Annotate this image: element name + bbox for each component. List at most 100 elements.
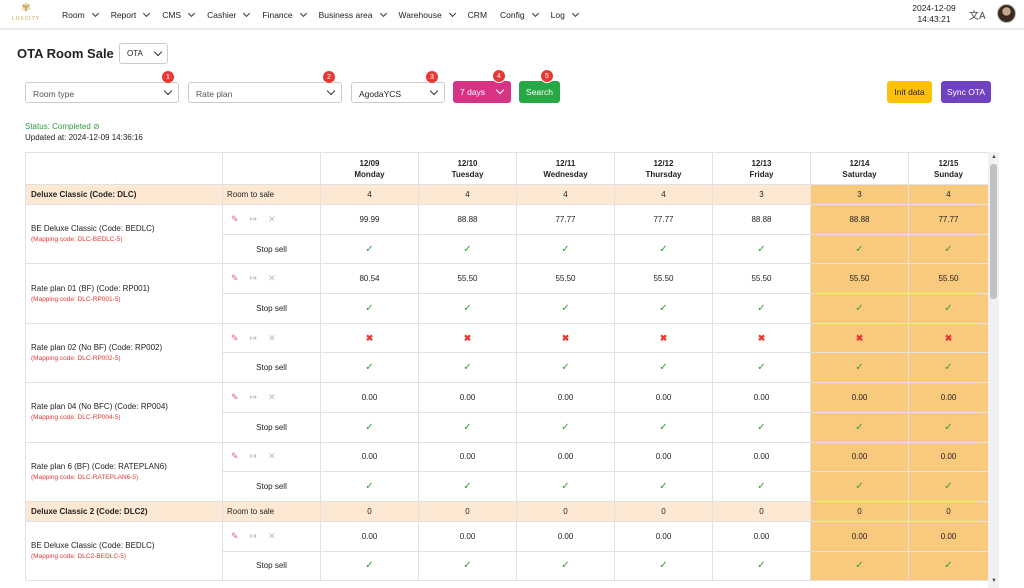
stop-sell-cell[interactable]: ✓ <box>810 411 909 443</box>
stop-sell-cell[interactable]: ✓ <box>418 411 517 443</box>
close-icon[interactable]: ✕ <box>268 391 276 402</box>
room-to-sale-cell[interactable]: 4 <box>320 184 419 205</box>
edit-icon[interactable]: ✎ <box>231 530 239 541</box>
room-to-sale-cell[interactable]: 0 <box>810 500 909 522</box>
stop-sell-cell[interactable]: ✓ <box>712 550 811 582</box>
stop-sell-cell[interactable]: ✓ <box>320 411 419 443</box>
room-to-sale-cell[interactable]: 0 <box>908 500 988 522</box>
stop-sell-cell[interactable]: ✓ <box>810 293 909 324</box>
close-icon[interactable]: ✕ <box>268 273 276 284</box>
price-cell[interactable]: 88.88 <box>712 204 811 235</box>
stop-sell-cell[interactable]: ✓ <box>614 233 713 265</box>
price-cell[interactable]: 0.00 <box>908 441 988 473</box>
translate-icon[interactable]: 文A <box>969 11 986 22</box>
export-icon[interactable]: ↦ <box>249 273 258 284</box>
edit-icon[interactable]: ✎ <box>231 391 239 402</box>
stop-sell-cell[interactable]: ✓ <box>712 352 811 384</box>
price-unavailable-cell[interactable]: ✖ <box>810 322 909 354</box>
stop-sell-cell[interactable]: ✓ <box>516 471 615 502</box>
stop-sell-cell[interactable]: ✓ <box>614 471 713 502</box>
user-avatar[interactable] <box>997 4 1016 23</box>
stop-sell-cell[interactable]: ✓ <box>810 471 909 502</box>
export-icon[interactable]: ↦ <box>249 391 258 402</box>
price-unavailable-cell[interactable]: ✖ <box>418 322 517 354</box>
grid-scrollbar[interactable]: ▲ ▼ <box>988 152 999 588</box>
stop-sell-cell[interactable]: ✓ <box>614 293 713 324</box>
stop-sell-cell[interactable]: ✓ <box>908 411 988 443</box>
stop-sell-cell[interactable]: ✓ <box>320 233 419 265</box>
stop-sell-cell[interactable]: ✓ <box>810 233 909 265</box>
stop-sell-cell[interactable]: ✓ <box>712 293 811 324</box>
room-to-sale-cell[interactable]: 0 <box>712 500 811 522</box>
stop-sell-cell[interactable]: ✓ <box>908 352 988 384</box>
price-cell[interactable]: 88.88 <box>418 204 517 235</box>
price-unavailable-cell[interactable]: ✖ <box>516 322 615 354</box>
price-cell[interactable]: 0.00 <box>320 382 419 413</box>
stop-sell-cell[interactable]: ✓ <box>516 411 615 443</box>
export-icon[interactable]: ↦ <box>249 213 258 224</box>
room-type-select[interactable]: Room type <box>25 82 179 103</box>
stop-sell-cell[interactable]: ✓ <box>418 352 517 384</box>
room-to-sale-cell[interactable]: 4 <box>614 184 713 205</box>
price-cell[interactable]: 0.00 <box>810 520 909 552</box>
stop-sell-cell[interactable]: ✓ <box>418 471 517 502</box>
edit-icon[interactable]: ✎ <box>231 332 239 343</box>
room-to-sale-cell[interactable]: 0 <box>320 500 419 522</box>
price-cell[interactable]: 0.00 <box>810 441 909 473</box>
stop-sell-cell[interactable]: ✓ <box>614 352 713 384</box>
export-icon[interactable]: ↦ <box>249 332 258 343</box>
menu-item-log[interactable]: Log <box>551 9 579 20</box>
price-cell[interactable]: 0.00 <box>320 441 419 473</box>
price-cell[interactable]: 77.77 <box>516 204 615 235</box>
stop-sell-cell[interactable]: ✓ <box>908 293 988 324</box>
price-cell[interactable]: 0.00 <box>516 382 615 413</box>
stop-sell-cell[interactable]: ✓ <box>418 233 517 265</box>
price-cell[interactable]: 0.00 <box>418 441 517 473</box>
edit-icon[interactable]: ✎ <box>231 273 239 284</box>
stop-sell-cell[interactable]: ✓ <box>908 233 988 265</box>
price-unavailable-cell[interactable]: ✖ <box>908 322 988 354</box>
stop-sell-cell[interactable]: ✓ <box>516 233 615 265</box>
price-cell[interactable]: 0.00 <box>810 382 909 413</box>
room-to-sale-cell[interactable]: 4 <box>418 184 517 205</box>
price-cell[interactable]: 0.00 <box>614 520 713 552</box>
menu-item-report[interactable]: Report <box>111 9 151 20</box>
stop-sell-cell[interactable]: ✓ <box>712 471 811 502</box>
stop-sell-cell[interactable]: ✓ <box>516 352 615 384</box>
stop-sell-cell[interactable]: ✓ <box>712 233 811 265</box>
price-cell[interactable]: 55.50 <box>614 263 713 295</box>
menu-item-finance[interactable]: Finance <box>262 9 307 20</box>
ota-select[interactable]: OTA <box>119 43 168 64</box>
price-cell[interactable]: 0.00 <box>908 382 988 413</box>
menu-item-config[interactable]: Config <box>500 9 539 20</box>
menu-item-business-area[interactable]: Business area <box>319 9 387 20</box>
scrollbar-thumb[interactable] <box>990 164 997 299</box>
price-cell[interactable]: 0.00 <box>418 382 517 413</box>
price-unavailable-cell[interactable]: ✖ <box>712 322 811 354</box>
stop-sell-cell[interactable]: ✓ <box>908 471 988 502</box>
price-cell[interactable]: 0.00 <box>516 520 615 552</box>
price-cell[interactable]: 0.00 <box>418 520 517 552</box>
close-icon[interactable]: ✕ <box>268 332 276 343</box>
stop-sell-cell[interactable]: ✓ <box>320 471 419 502</box>
price-cell[interactable]: 0.00 <box>516 441 615 473</box>
price-cell[interactable]: 0.00 <box>712 520 811 552</box>
price-cell[interactable]: 55.50 <box>810 263 909 295</box>
room-to-sale-cell[interactable]: 4 <box>516 184 615 205</box>
price-cell[interactable]: 55.50 <box>908 263 988 295</box>
export-icon[interactable]: ↦ <box>249 451 258 462</box>
price-cell[interactable]: 0.00 <box>712 382 811 413</box>
room-to-sale-cell[interactable]: 0 <box>516 500 615 522</box>
stop-sell-cell[interactable]: ✓ <box>712 411 811 443</box>
menu-item-warehouse[interactable]: Warehouse <box>399 9 456 20</box>
stop-sell-cell[interactable]: ✓ <box>320 550 419 582</box>
menu-item-crm[interactable]: CRM <box>468 10 487 20</box>
price-cell[interactable]: 55.50 <box>516 263 615 295</box>
rate-plan-select[interactable]: Rate plan <box>188 82 342 103</box>
menu-item-cashier[interactable]: Cashier <box>207 9 251 20</box>
room-to-sale-cell[interactable]: 3 <box>712 184 811 205</box>
price-cell[interactable]: 77.77 <box>908 204 988 235</box>
menu-item-cms[interactable]: CMS <box>162 9 196 20</box>
stop-sell-cell[interactable]: ✓ <box>516 550 615 582</box>
price-cell[interactable]: 0.00 <box>320 520 419 552</box>
